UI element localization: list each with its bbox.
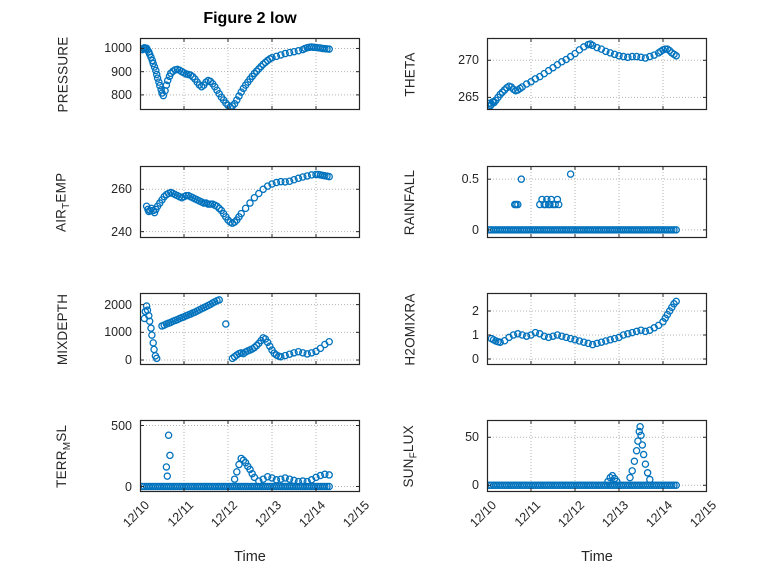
tick-marks bbox=[487, 38, 707, 110]
x-tick-label: 12/11 bbox=[164, 498, 196, 530]
data-points bbox=[140, 431, 333, 491]
tick-marks bbox=[487, 420, 707, 492]
x-tick-label: 12/13 bbox=[251, 498, 284, 531]
subplot-terr-msl: TERRMSL 0 500 12/10 12/11 12/12 12/13 12/14 12/1… bbox=[53, 418, 372, 531]
y-tick-label: 1 bbox=[472, 328, 479, 342]
data-points bbox=[487, 297, 680, 349]
y-tick-label: 265 bbox=[458, 90, 479, 105]
axes-box bbox=[486, 419, 708, 493]
plot-area-air_temp bbox=[139, 165, 361, 239]
x-tick-label: 12/15 bbox=[339, 498, 372, 531]
plot-area-mixdepth bbox=[139, 292, 361, 366]
plot-area-h2omixra bbox=[486, 292, 708, 366]
plot-area-pressure bbox=[139, 37, 361, 111]
x-tick-label: 12/10 bbox=[119, 498, 152, 531]
y-tick-label: 2 bbox=[472, 304, 479, 318]
y-tick-label: 0 bbox=[125, 479, 132, 494]
plot-area-rainfall bbox=[486, 165, 708, 239]
subplot-theta: THETA 265 270 bbox=[403, 37, 708, 111]
plot-area-theta bbox=[486, 37, 708, 111]
axes-box bbox=[486, 292, 708, 366]
plot-area-terr_msl bbox=[139, 419, 361, 493]
x-tick-label: 12/14 bbox=[295, 498, 328, 531]
data-points bbox=[487, 170, 680, 234]
y-tick-label: 0 bbox=[472, 352, 479, 366]
y-tick-label: 1000 bbox=[104, 325, 132, 340]
subplot-mixdepth: MIXDEPTH 0 1000 2000 bbox=[56, 292, 361, 367]
y-tick-label: 500 bbox=[111, 418, 132, 433]
data-points bbox=[487, 40, 680, 110]
grid-lines bbox=[487, 420, 707, 492]
plot-area-sun_flux bbox=[486, 419, 708, 493]
axes-box bbox=[139, 37, 361, 111]
x-tick-label: 12/14 bbox=[642, 498, 675, 531]
y-tick-label: 0.5 bbox=[461, 172, 479, 187]
axes-box bbox=[486, 37, 708, 111]
subplot-rainfall: RAINFALL 0 0.5 bbox=[403, 165, 708, 239]
tick-marks bbox=[140, 293, 360, 365]
x-tick-label: 12/12 bbox=[554, 498, 587, 531]
subplot-air-temp: AIRTEMP 240 260 bbox=[54, 165, 361, 239]
y-tick-label: 0 bbox=[472, 478, 479, 493]
y-tick-label: 1000 bbox=[104, 41, 132, 56]
data-points bbox=[140, 296, 333, 363]
grid-lines bbox=[140, 293, 360, 365]
grid-lines bbox=[140, 166, 360, 238]
x-tick-label: 12/15 bbox=[686, 498, 719, 531]
y-tick-label: 240 bbox=[111, 224, 132, 239]
y-tick-label: 270 bbox=[458, 53, 479, 68]
data-points bbox=[140, 43, 333, 110]
axes-box bbox=[139, 292, 361, 366]
data-points bbox=[142, 170, 333, 227]
x-tick-label: 12/10 bbox=[466, 498, 499, 531]
y-tick-label: 2000 bbox=[104, 297, 132, 312]
y-tick-label: 900 bbox=[111, 64, 132, 79]
figure-title: Figure 2 low bbox=[203, 10, 297, 27]
axes-box bbox=[486, 165, 708, 239]
y-tick-label: 0 bbox=[125, 353, 132, 367]
axes-box bbox=[139, 419, 361, 493]
data-points bbox=[487, 422, 680, 490]
x-tick-label: 12/13 bbox=[598, 498, 631, 531]
subplot-sun-flux: SUNFLUX 0 50 12/10 12/11 12/12 12/13 12/14 12/15 bbox=[401, 419, 719, 530]
x-axis-label-right: Time bbox=[581, 549, 613, 565]
y-tick-label: 50 bbox=[465, 430, 479, 445]
y-tick-label: 800 bbox=[111, 87, 132, 102]
tick-marks bbox=[140, 166, 360, 238]
y-tick-label: 260 bbox=[111, 182, 132, 197]
grid-lines bbox=[487, 38, 707, 110]
subplot-h2omixra: H2OMIXRA 0 1 2 bbox=[403, 292, 708, 366]
x-tick-label: 12/12 bbox=[207, 498, 240, 531]
x-tick-label: 12/11 bbox=[511, 498, 543, 530]
x-axis-label-left: Time bbox=[234, 549, 266, 565]
axes-box bbox=[139, 165, 361, 239]
y-tick-label: 0 bbox=[472, 222, 479, 237]
subplot-pressure: PRESSURE 800 900 1000 bbox=[56, 36, 361, 112]
